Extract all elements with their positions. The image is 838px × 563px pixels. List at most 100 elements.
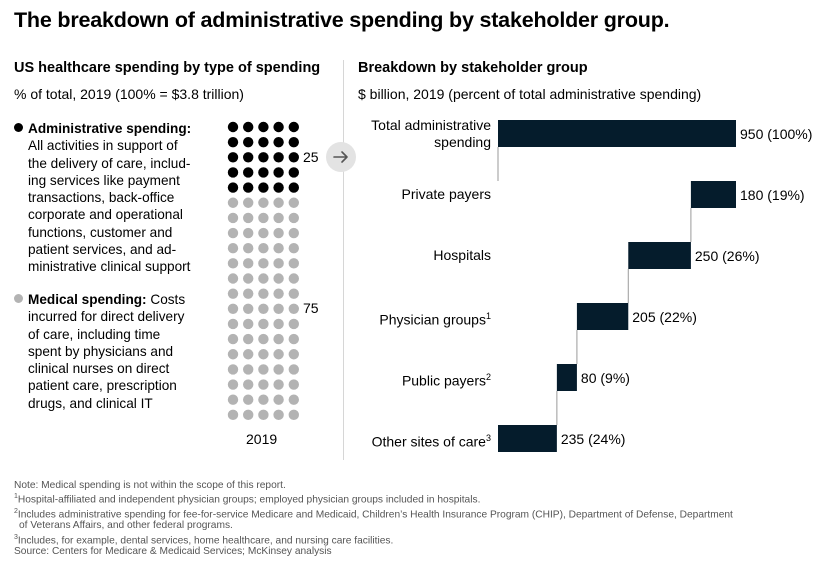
- waffle-dot-medical: [258, 197, 269, 208]
- waffle-dot-medical: [288, 303, 299, 314]
- waffle-dot-medical: [243, 394, 254, 405]
- waffle-dot-medical: [227, 394, 239, 405]
- waffle-dot-medical: [227, 333, 239, 345]
- waterfall-category-text: Other sites of care: [371, 433, 486, 450]
- waffle-dot-medical: [227, 318, 239, 330]
- waterfall-bar: [498, 425, 557, 452]
- waffle-dot-admin: [227, 167, 239, 178]
- waffle-dot-medical: [227, 258, 239, 269]
- waterfall-value-label: 950 (100%): [740, 125, 813, 142]
- footnote-3: Includes, for example, dental services, …: [17, 534, 394, 546]
- footnote-1: Hospital-affiliated and independent phys…: [17, 494, 481, 506]
- admin-legend-dot: [14, 123, 23, 132]
- waffle-dot-medical: [288, 243, 299, 254]
- waffle-dot-medical: [273, 333, 284, 345]
- waffle-dot-medical: [273, 258, 284, 269]
- waffle-dot-medical: [288, 364, 299, 375]
- waffle-dot-medical: [273, 364, 284, 375]
- waffle-dot-medical: [273, 409, 284, 421]
- admin-description-line: transactions, back-office: [28, 190, 175, 206]
- waffle-dot-medical: [273, 212, 284, 224]
- waterfall-category-label: Other sites of care3: [372, 430, 491, 451]
- waffle-dot-medical: [288, 349, 299, 360]
- waffle-dot-medical: [243, 227, 254, 239]
- waffle-dot-medical: [227, 288, 239, 299]
- waffle-dot-admin: [243, 167, 254, 178]
- waterfall-bar: [576, 303, 629, 330]
- waterfall-category-text: Total administrative: [371, 116, 491, 133]
- right-panel-title: Breakdown by stakeholder group: [358, 60, 588, 76]
- waffle-dot-admin: [227, 136, 239, 148]
- medical-description-line: incurred for direct delivery: [28, 309, 185, 325]
- waffle-dot-medical: [288, 333, 299, 345]
- admin-description-line: the delivery of care, includ-: [28, 155, 191, 171]
- waffle-dot-admin: [258, 136, 269, 148]
- waffle-dot-medical: [258, 258, 269, 269]
- waffle-dot-medical: [227, 379, 239, 390]
- medical-description-line: of care, including time: [28, 326, 161, 342]
- waffle-dot-medical: [258, 364, 269, 375]
- waffle-dot-medical: [227, 243, 239, 254]
- waffle-dot-medical: [258, 243, 269, 254]
- waffle-dot-medical: [273, 273, 284, 284]
- waffle-dot-medical: [227, 303, 239, 314]
- waterfall-value-label: 205 (22%): [632, 308, 697, 325]
- waffle-dot-medical: [258, 318, 269, 330]
- waffle-dot-admin: [243, 182, 254, 193]
- waffle-dot-admin: [243, 136, 254, 148]
- waterfall-bar: [498, 120, 736, 147]
- waffle-dot-admin: [258, 152, 269, 163]
- waffle-dot-medical: [243, 364, 254, 375]
- waffle-dot-admin: [227, 121, 239, 133]
- waffle-dot-medical: [227, 364, 239, 375]
- admin-description-line: All activities in support of: [28, 138, 178, 154]
- medical-description-line: drugs, and clinical IT: [28, 395, 153, 411]
- admin-description-line: ministrative clinical support: [28, 259, 191, 275]
- waterfall-value-label: 80 (9%): [580, 369, 630, 386]
- waffle-dot-medical: [273, 318, 284, 330]
- waterfall-category-label: Private payers: [402, 186, 491, 203]
- waterfall-bar: [556, 364, 577, 391]
- medical-legend-dot: [14, 294, 23, 303]
- waffle-dot-medical: [273, 394, 284, 405]
- waffle-dot-medical: [243, 197, 254, 208]
- waffle-dot-medical: [273, 197, 284, 208]
- waffle-dot-medical: [227, 212, 239, 224]
- waterfall-category-text: Physician groups: [379, 311, 486, 328]
- waterfall-value-label: 235 (24%): [560, 430, 626, 447]
- footnote-ref: 3: [485, 433, 491, 443]
- waffle-dot-medical: [288, 379, 299, 390]
- waffle-dot-admin: [288, 152, 299, 163]
- arrow-right-icon: [333, 151, 348, 163]
- waffle-dot-medical: [288, 197, 299, 208]
- waffle-dot-admin: [243, 121, 254, 133]
- footnote-ref: 1: [485, 311, 491, 321]
- waffle-dot-medical: [243, 318, 254, 330]
- footnote-mark-2: 2: [14, 507, 18, 515]
- waffle-dot-admin: [288, 121, 299, 133]
- footnote-2: Includes administrative spending for fee…: [17, 509, 733, 521]
- waterfall-category-text: Hospitals: [433, 247, 491, 263]
- waffle-dot-medical: [288, 288, 299, 299]
- waffle-dot-medical: [258, 409, 269, 421]
- waterfall-bar: [628, 242, 691, 269]
- right-panel-subtitle: $ billion, 2019 (percent of total admini…: [358, 86, 702, 102]
- waffle-dot-medical: [273, 349, 284, 360]
- medical-description-line: patient care, prescription: [28, 378, 177, 394]
- admin-description-line: patient services, and ad-: [28, 242, 177, 258]
- waffle-dot-medical: [288, 212, 299, 224]
- waffle-dot-medical: [243, 212, 254, 224]
- waffle-chart: [227, 121, 299, 421]
- page-title: The breakdown of administrative spending…: [14, 8, 670, 32]
- waffle-dot-medical: [273, 303, 284, 314]
- footnote-mark-3: 3: [14, 533, 18, 541]
- footnote-ref: 2: [485, 372, 491, 382]
- waffle-dot-admin: [288, 167, 299, 178]
- left-panel-subtitle: % of total, 2019 (100% = $3.8 trillion): [14, 86, 244, 102]
- admin-description-line: functions, customer and: [28, 224, 173, 240]
- waffle-dot-admin: [258, 121, 269, 133]
- waffle-dot-medical: [258, 349, 269, 360]
- waffle-dot-medical: [288, 318, 299, 330]
- waffle-dot-medical: [288, 273, 299, 284]
- waffle-dot-medical: [243, 273, 254, 284]
